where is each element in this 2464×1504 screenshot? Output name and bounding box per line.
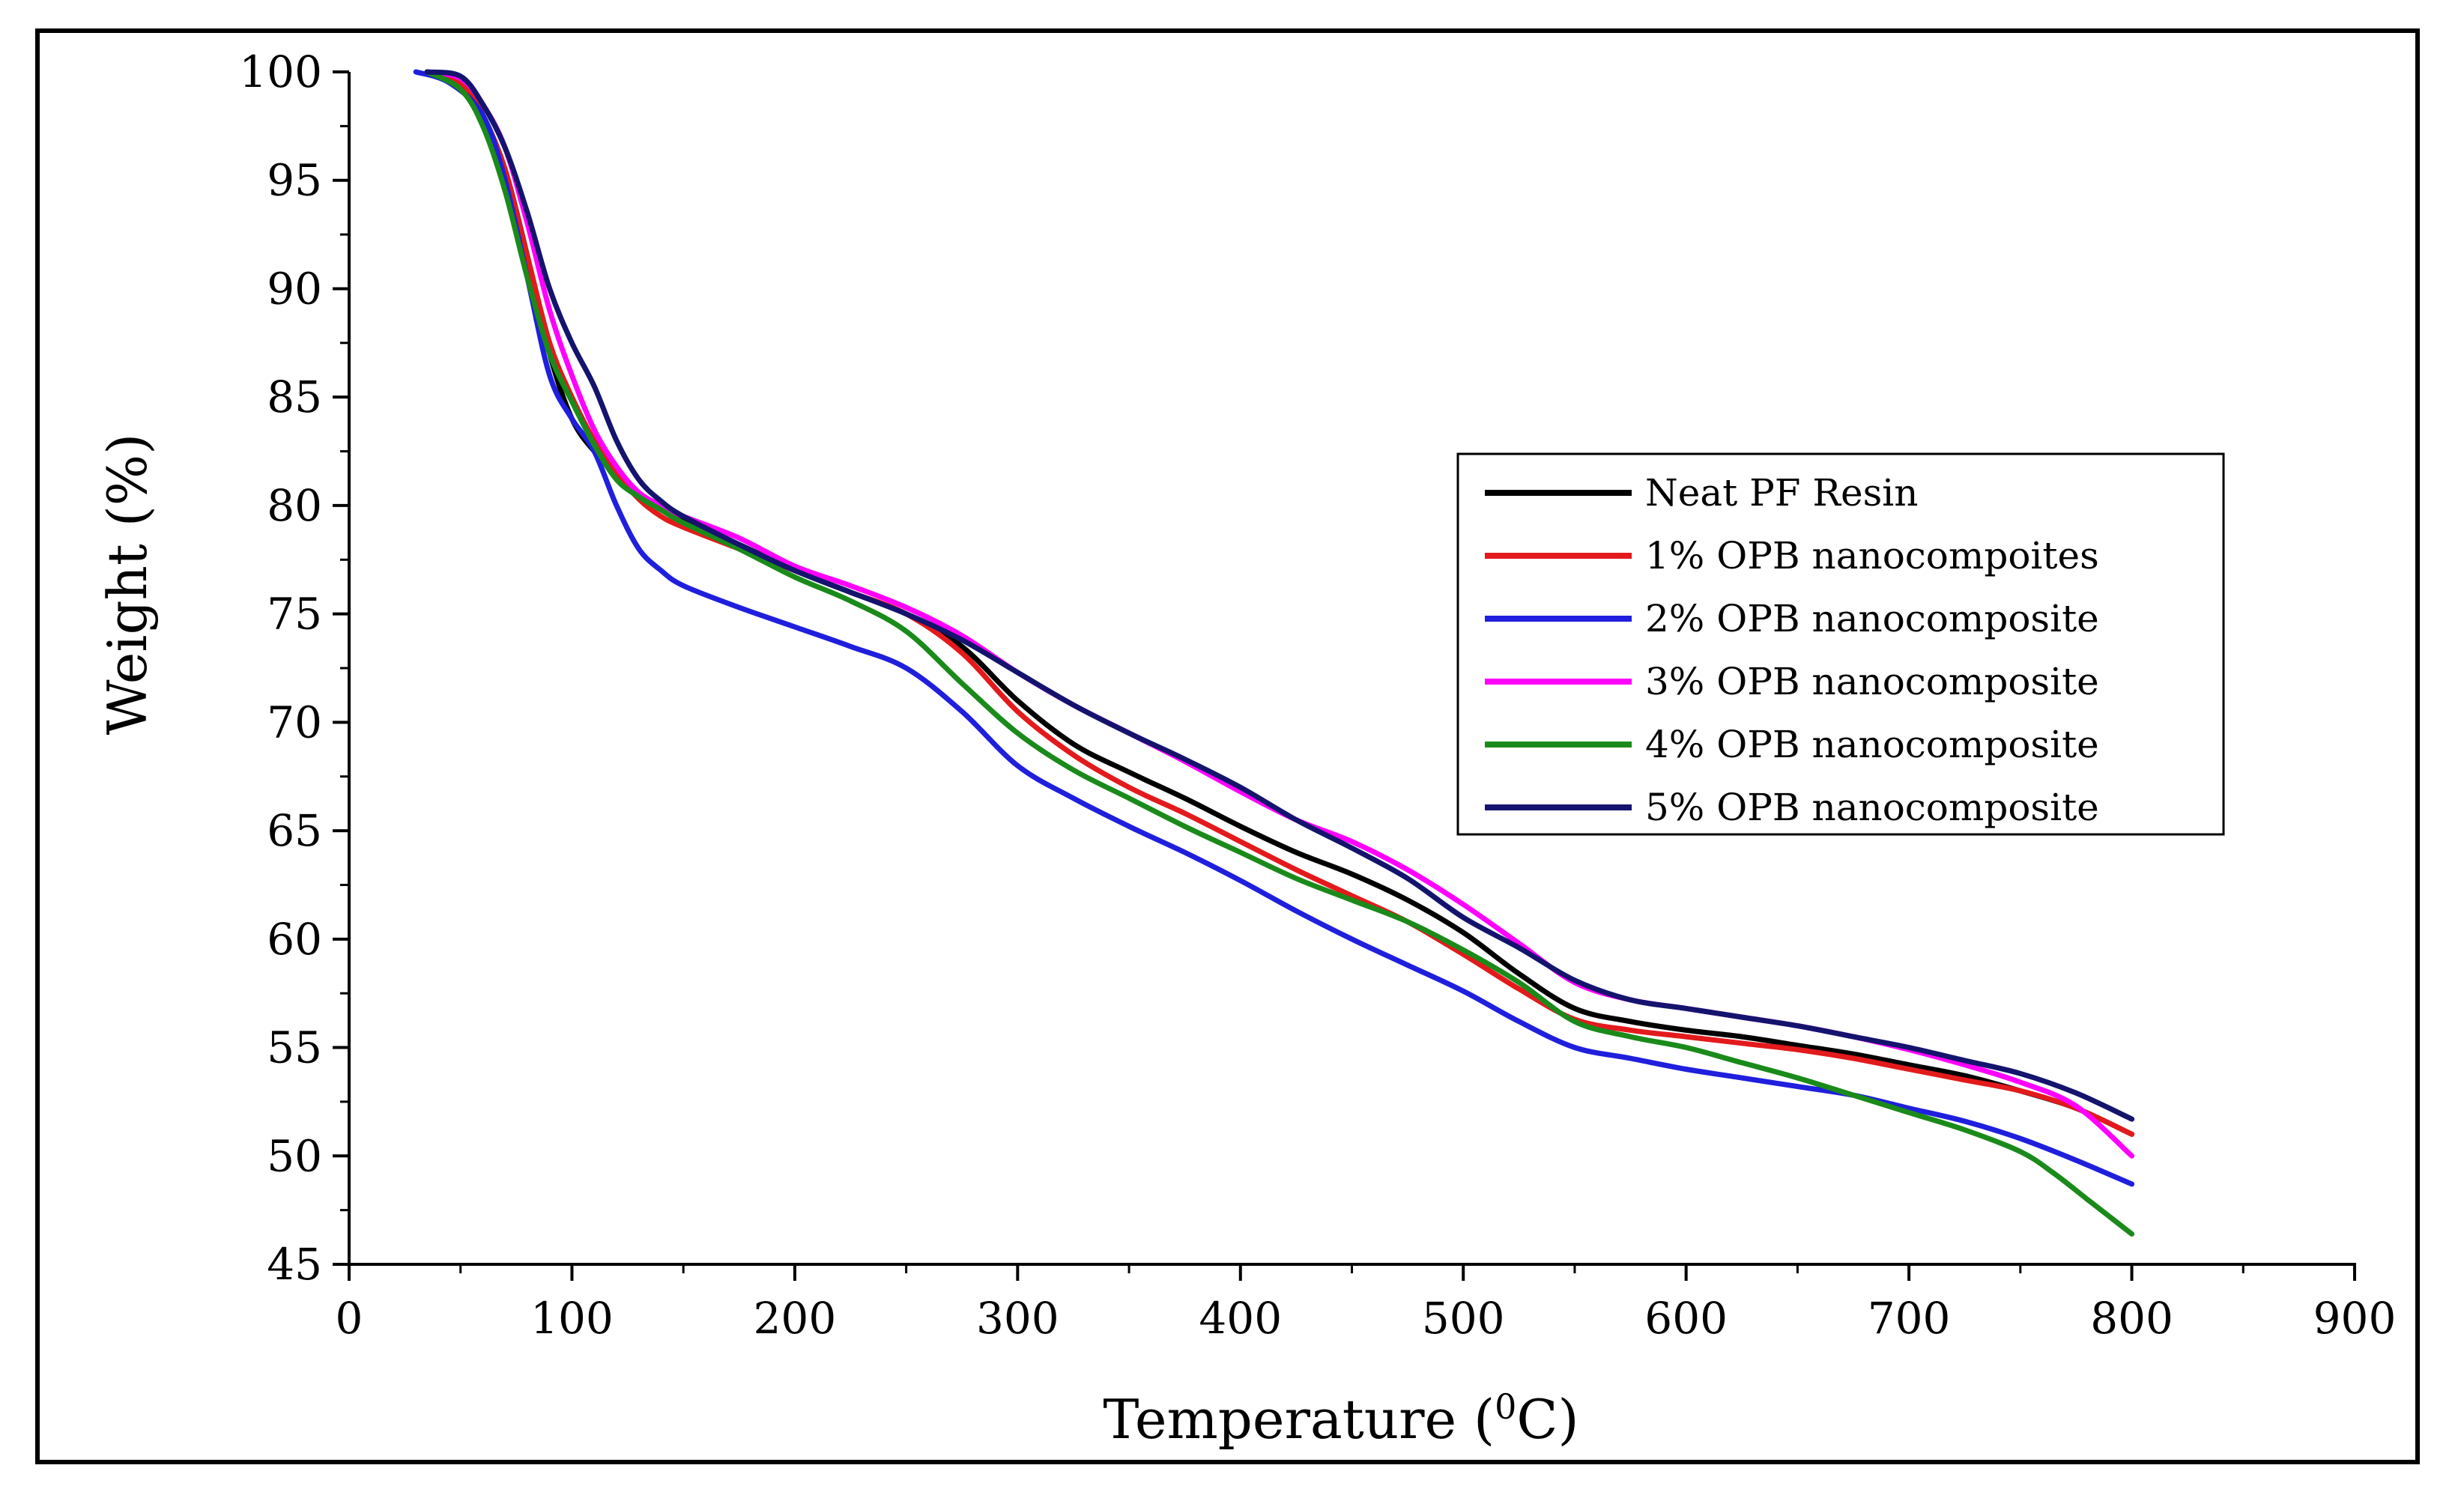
series-line-6 — [424, 69, 2135, 1122]
legend-label-6: 5% OPB nanocomposite — [1645, 786, 2099, 829]
x-axis-title-end: C) — [1516, 1388, 1578, 1451]
legend: Neat PF Resin 1% OPB nanocompoites 2% OPB … — [1456, 452, 2225, 836]
x-tick-label: 400 — [1199, 1293, 1282, 1344]
y-tick-label: 90 — [267, 263, 322, 314]
series-line-5 — [424, 69, 2135, 1237]
y-tick-label: 45 — [267, 1239, 322, 1290]
axes: 100 95 90 85 80 75 70 65 60 55 50 45 0 100 200 300 400 50… — [239, 46, 2396, 1344]
x-tick-label: 600 — [1644, 1293, 1728, 1344]
x-tick-label: 300 — [976, 1293, 1059, 1344]
series-lines — [413, 69, 2135, 1237]
y-tick-label: 95 — [267, 155, 322, 206]
y-tick-label: 100 — [239, 46, 322, 97]
legend-label-5: 4% OPB nanocomposite — [1645, 723, 2099, 766]
legend-label-1: Neat PF Resin — [1645, 471, 1918, 515]
x-axis-title: Temperature (0C) — [1103, 1386, 1578, 1451]
x-tick-label: 700 — [1868, 1293, 1951, 1344]
x-tick-label: 500 — [1422, 1293, 1505, 1344]
x-tick-label: 800 — [2090, 1293, 2173, 1344]
y-tick-label: 50 — [267, 1130, 322, 1181]
legend-label-2: 1% OPB nanocompoites — [1645, 534, 2099, 577]
y-tick-label: 80 — [267, 480, 322, 531]
series-line-3 — [413, 69, 2135, 1187]
y-tick-label: 70 — [267, 697, 322, 748]
x-tick-label: 200 — [754, 1293, 837, 1344]
legend-label-3: 2% OPB nanocomposite — [1645, 597, 2099, 640]
y-tick-label: 85 — [267, 372, 322, 422]
y-tick-label: 55 — [267, 1022, 322, 1073]
y-tick-label: 75 — [267, 589, 322, 640]
y-tick-label: 65 — [267, 805, 322, 856]
x-tick-label: 100 — [530, 1293, 614, 1344]
x-tick-label: 900 — [2313, 1293, 2397, 1344]
x-axis-title-superscript: 0 — [1495, 1386, 1516, 1427]
y-tick-label: 60 — [267, 914, 322, 965]
legend-label-4: 3% OPB nanocomposite — [1645, 660, 2099, 703]
x-axis-title-main: Temperature ( — [1103, 1388, 1495, 1451]
x-tick-label: 0 — [336, 1293, 363, 1344]
y-axis-title: Weight (%) — [96, 434, 159, 736]
legend-box — [1456, 452, 2225, 836]
